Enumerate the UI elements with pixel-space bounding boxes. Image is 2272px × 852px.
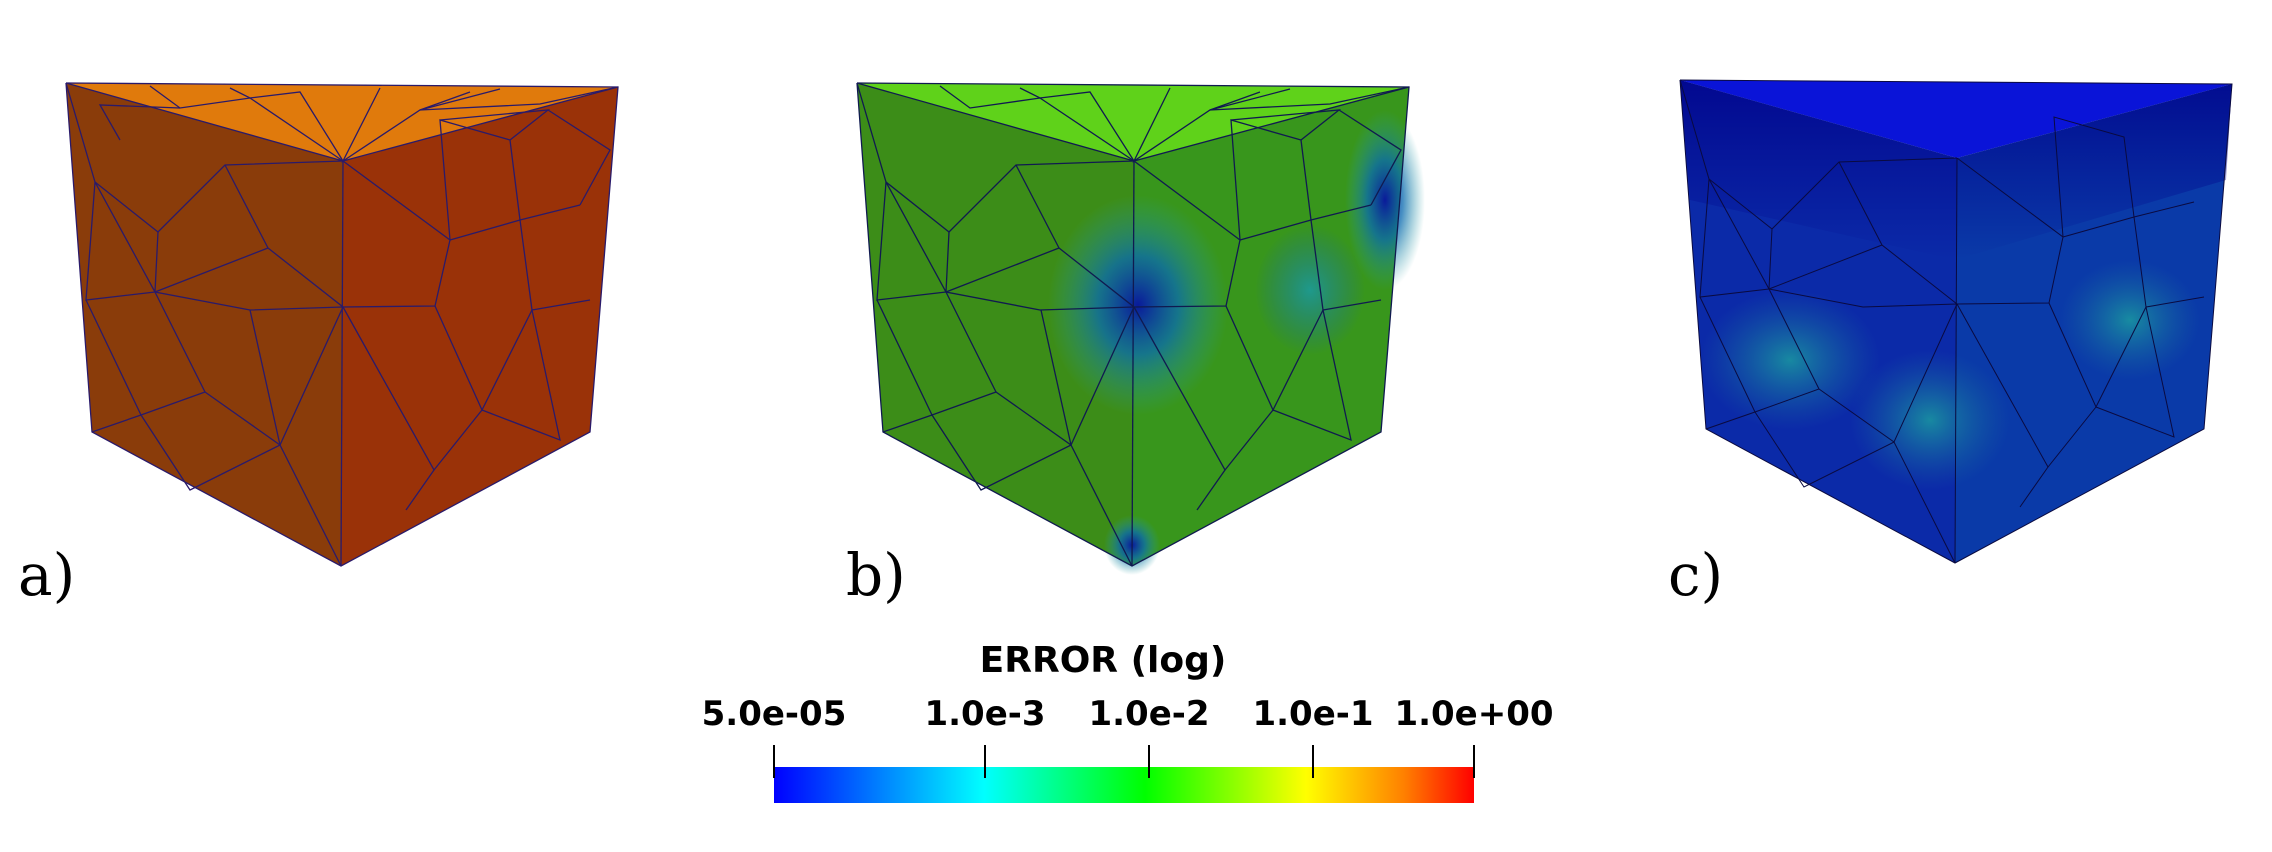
panel-b-mesh	[856, 82, 1410, 567]
panel-a-top-face	[66, 83, 618, 161]
panel-b-left-face	[857, 83, 1134, 566]
panel-b-error-hotspot	[1255, 225, 1365, 355]
colorbar-title: ERROR (log)	[980, 640, 1227, 681]
panel-b-error-hotspot	[1345, 110, 1425, 290]
panel-a-mesh	[65, 82, 619, 567]
colorbar-tick-label: 5.0e-05	[702, 694, 847, 734]
panel-c-error-hotspot	[1700, 290, 1880, 430]
panel-a-left-face	[66, 83, 343, 566]
panel-b-cube	[856, 82, 1425, 575]
panel-a-label: a)	[18, 541, 75, 609]
colorbar-tick-label: 1.0e-2	[1088, 694, 1209, 734]
panel-c-top-shade	[1680, 80, 2232, 260]
panel-a-cube	[65, 82, 619, 567]
panel-c-mesh	[1679, 79, 2233, 564]
colorbar-tick-label: 1.0e+00	[1394, 694, 1553, 734]
colorbar-gradient	[774, 767, 1474, 803]
panel-c-top-face	[1680, 80, 2232, 158]
panel-c-label: c)	[1668, 541, 1723, 609]
panel-b-top-face	[857, 83, 1409, 161]
panel-b-label: b)	[846, 541, 906, 609]
colorbar: ERROR (log) 5.0e-05 1.0e-3 1.0e-2 1.0e-1…	[702, 640, 1554, 803]
panel-b-error-hotspot	[1048, 195, 1228, 415]
panel-a-right-face	[341, 87, 618, 566]
panel-c-error-hotspot	[2060, 260, 2200, 380]
panel-c-error-hotspot	[1850, 350, 2010, 490]
colorbar-tick-label: 1.0e-1	[1252, 694, 1373, 734]
colorbar-tick-label: 1.0e-3	[924, 694, 1045, 734]
panel-c-cube	[1679, 79, 2233, 564]
